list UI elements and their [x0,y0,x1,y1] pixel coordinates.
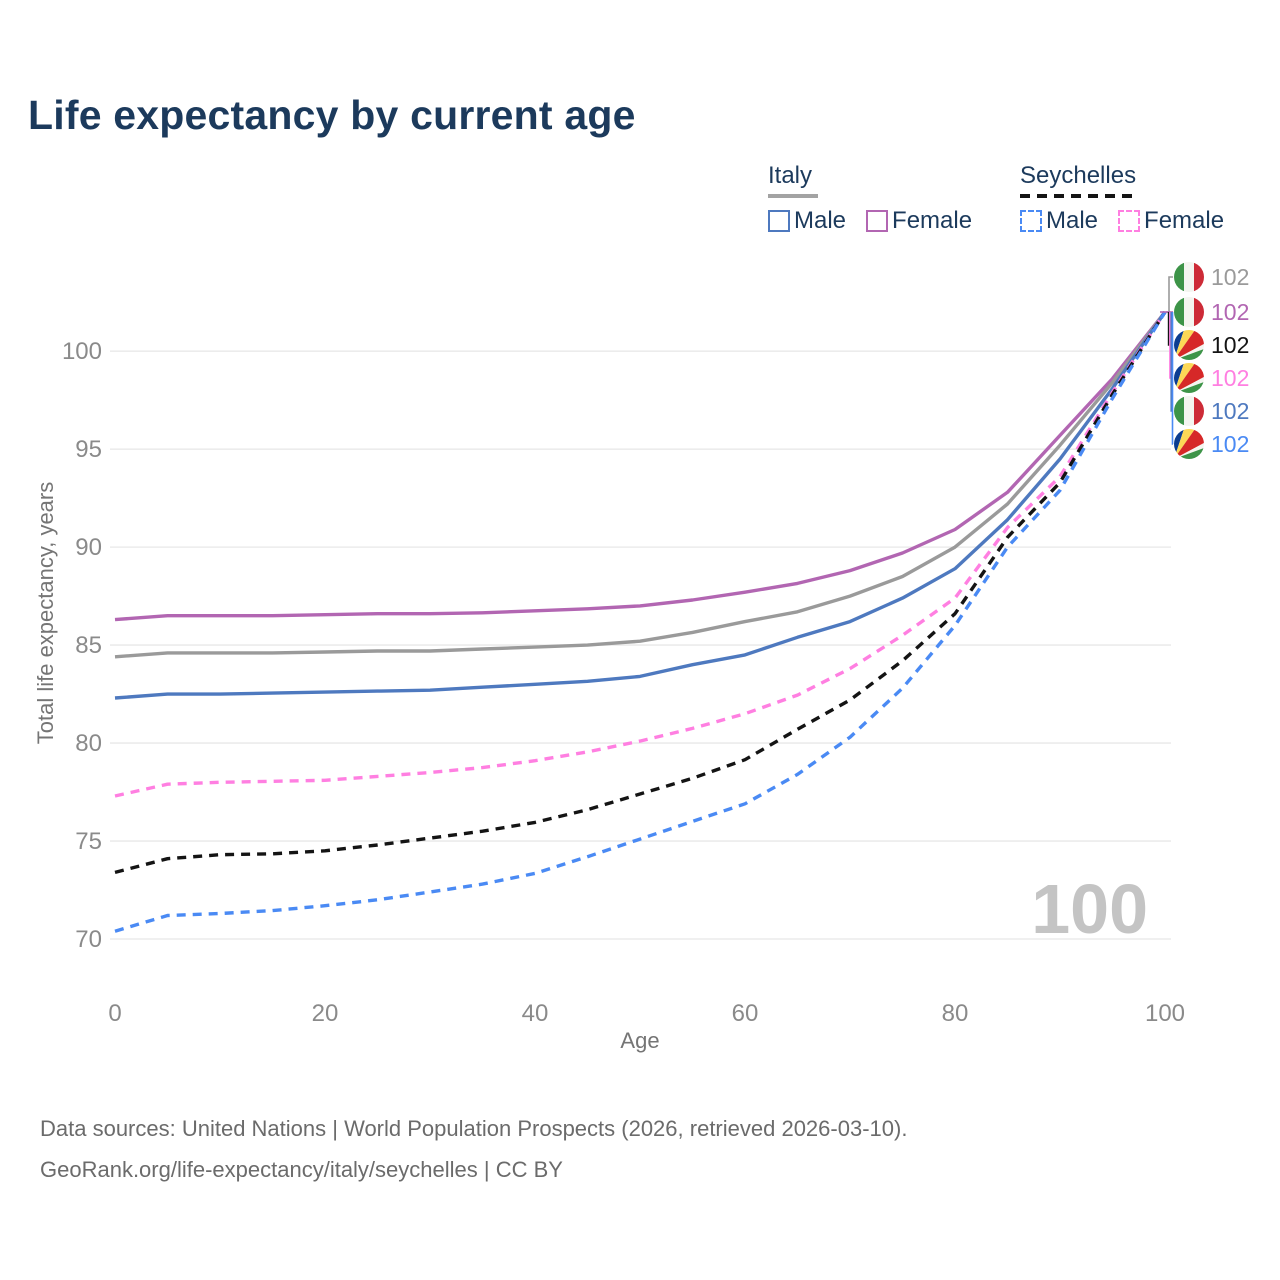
italy-flag-icon [1174,262,1204,292]
legend-group-italy: Italy Male Female [768,162,992,235]
end-label-value: 102 [1211,397,1250,424]
series-line-italy-male [114,311,1167,700]
end-label-value: 102 [1211,263,1250,290]
legend-item-label: Female [892,207,973,234]
legend-group-name: Italy [768,162,813,189]
italy-flag-icon [1174,396,1204,426]
end-label-value: 102 [1211,430,1250,457]
legend-swatch-seychelles-male [1020,210,1042,232]
y-tick-label: 75 [75,828,102,855]
end-label-value: 102 [1211,331,1250,358]
end-label-connector [1166,276,1173,313]
end-label-value: 102 [1211,298,1250,325]
end-label-row: 102 [1174,262,1249,292]
legend-group-name: Seychelles [1020,162,1137,189]
legend-item-label: Female [1144,207,1225,234]
y-axis-title: Total life expectancy, years [33,481,58,745]
y-tick-label: 95 [75,436,102,463]
y-tick-label: 80 [75,730,102,757]
seychelles-flag-icon [1174,429,1204,459]
footer-sources: Data sources: United Nations | World Pop… [40,1116,908,1141]
legend-item-seychelles-female[interactable]: Female [1118,207,1224,235]
end-label-row: 102 [1174,330,1249,360]
y-tick-label: 100 [62,338,102,365]
footer: Data sources: United Nations | World Pop… [40,1108,907,1190]
legend-underline-italy [768,194,818,198]
series-line-seychelles-male [114,311,1167,933]
x-axis-title: Age [620,1028,660,1053]
series-line-seychelles-female [114,311,1167,798]
x-tick-label: 40 [522,1000,549,1027]
x-tick-label: 80 [942,1000,969,1027]
y-tick-label: 90 [75,534,102,561]
legend-underline-seychelles [1020,194,1137,198]
legend-swatch-italy-male [768,210,790,232]
x-tick-label: 100 [1145,1000,1185,1027]
x-tick-label: 60 [732,1000,759,1027]
legend-swatch-italy-female [866,210,889,232]
seychelles-flag-icon [1174,363,1204,393]
series-line-italy-female [114,310,1167,622]
seychelles-flag-icon [1174,330,1204,360]
x-tick-label: 0 [108,1000,121,1027]
end-label-value: 102 [1211,364,1250,391]
series-line-seychelles-both [114,311,1167,875]
end-label-row: 102 [1174,429,1249,459]
legend-swatch-seychelles-female [1118,210,1141,232]
legend-item-italy-female[interactable]: Female [866,207,972,235]
end-label-connector [1171,312,1174,445]
end-label-row: 102 [1174,396,1249,426]
italy-flag-icon [1174,297,1204,327]
end-label-row: 102 [1174,297,1249,327]
page-title: Life expectancy by current age [28,92,636,138]
footer-link: GeoRank.org/life-expectancy/italy/seyche… [40,1157,563,1182]
legend-item-label: Male [1046,207,1099,234]
legend-item-label: Male [794,207,847,234]
legend-item-italy-male[interactable]: Male [768,207,846,235]
legend-group-seychelles: Seychelles Male Female [1020,162,1244,235]
age-watermark: 100 [1031,870,1148,948]
y-tick-label: 70 [75,926,102,953]
legend-item-seychelles-male[interactable]: Male [1020,207,1098,235]
end-label-row: 102 [1174,363,1249,393]
y-tick-label: 85 [75,632,102,659]
x-tick-label: 20 [312,1000,339,1027]
series-line-italy-both [114,310,1167,659]
